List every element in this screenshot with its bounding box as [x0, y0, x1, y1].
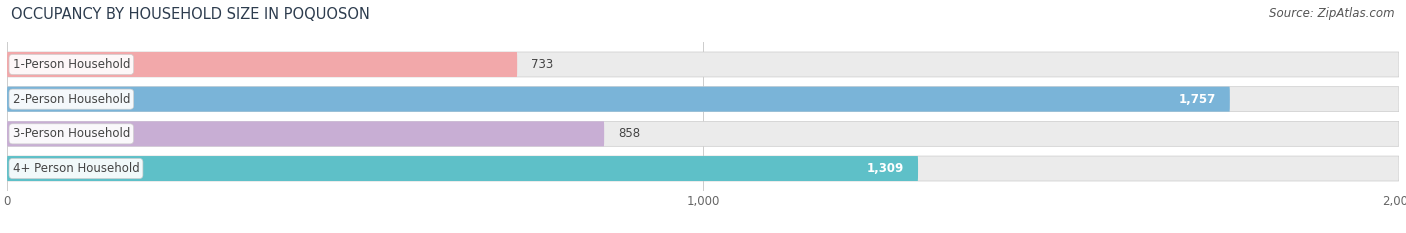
Text: Source: ZipAtlas.com: Source: ZipAtlas.com: [1270, 7, 1395, 20]
Text: 1,757: 1,757: [1178, 93, 1216, 106]
Text: 858: 858: [619, 127, 640, 140]
FancyBboxPatch shape: [7, 156, 918, 181]
FancyBboxPatch shape: [7, 87, 1230, 112]
Text: 3-Person Household: 3-Person Household: [13, 127, 129, 140]
FancyBboxPatch shape: [7, 52, 517, 77]
FancyBboxPatch shape: [7, 121, 1399, 146]
FancyBboxPatch shape: [7, 87, 1399, 112]
FancyBboxPatch shape: [7, 156, 1399, 181]
Text: 1-Person Household: 1-Person Household: [13, 58, 131, 71]
Text: 4+ Person Household: 4+ Person Household: [13, 162, 139, 175]
Text: 733: 733: [531, 58, 554, 71]
FancyBboxPatch shape: [7, 121, 605, 146]
Text: OCCUPANCY BY HOUSEHOLD SIZE IN POQUOSON: OCCUPANCY BY HOUSEHOLD SIZE IN POQUOSON: [11, 7, 370, 22]
Text: 2-Person Household: 2-Person Household: [13, 93, 131, 106]
FancyBboxPatch shape: [7, 52, 1399, 77]
Text: 1,309: 1,309: [868, 162, 904, 175]
